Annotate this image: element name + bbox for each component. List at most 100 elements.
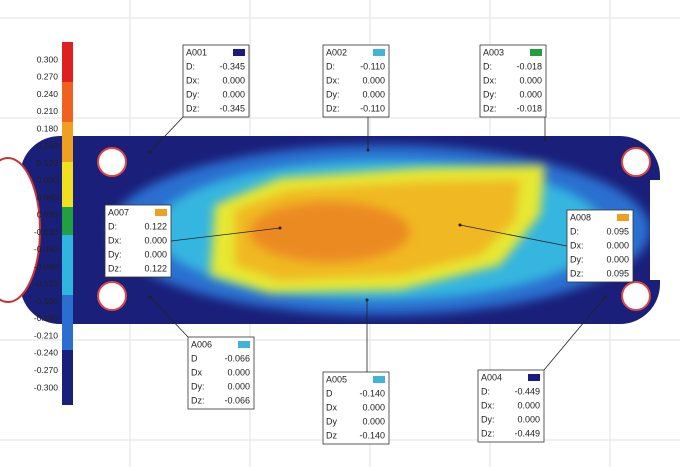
color-swatch xyxy=(155,209,167,216)
annotation-id: A005 xyxy=(326,374,347,384)
leader-line xyxy=(149,116,184,153)
row-value: 0.000 xyxy=(362,75,385,85)
probe-point xyxy=(458,223,462,227)
row-label: Dx: xyxy=(570,240,584,250)
annotation-id: A008 xyxy=(570,212,591,222)
scale-label: 0.060 xyxy=(37,192,59,202)
scale-label: 0.030 xyxy=(37,210,59,220)
row-value: -0.449 xyxy=(514,386,540,396)
leader-line xyxy=(170,227,281,242)
row-label: Dy: xyxy=(483,89,497,99)
row-label: Dy: xyxy=(186,89,200,99)
scale-label: 0.300 xyxy=(37,54,59,64)
box xyxy=(566,209,634,283)
row-label: D: xyxy=(186,61,195,71)
row-label: D xyxy=(326,388,333,398)
row-label: Dx: xyxy=(326,75,340,85)
row-label: Dz: xyxy=(326,103,340,113)
row-value: 0.095 xyxy=(606,226,629,236)
row-label: Dy: xyxy=(326,89,340,99)
row-label: Dx: xyxy=(481,400,495,410)
box xyxy=(322,44,390,118)
box xyxy=(104,204,172,278)
annotation-box: A005 D -0.140 Dx 0.000 Dy 0.000 Dz -0.140 xyxy=(322,371,390,445)
annotation-box: A007 D: 0.122 Dx: 0.000 Dy: 0.000 Dz: 0.122 xyxy=(104,204,172,278)
row-value: -0.345 xyxy=(219,61,245,71)
scale-label: -0.060 xyxy=(34,244,58,254)
annotation-id: A002 xyxy=(326,47,347,57)
scale-label: 0.150 xyxy=(37,141,59,151)
row-value: -0.140 xyxy=(359,430,385,440)
scale-label: -0.030 xyxy=(34,227,58,237)
row-value: -0.449 xyxy=(514,428,540,438)
row-value: 0.122 xyxy=(144,221,167,231)
row-value: 0.000 xyxy=(517,414,540,424)
row-value: 0.000 xyxy=(606,254,629,264)
row-value: 0.000 xyxy=(144,235,167,245)
row-value: 0.000 xyxy=(362,402,385,412)
color-swatch xyxy=(373,376,385,383)
row-value: -0.110 xyxy=(360,103,385,113)
annotation-box: A004 D: -0.449 Dx: 0.000 Dy: 0.000 Dz: -0.449 xyxy=(477,369,545,443)
scale-label: 0.270 xyxy=(37,72,59,82)
scale-label: -0.210 xyxy=(34,330,58,340)
row-value: -0.345 xyxy=(219,103,245,113)
annotation-id: A007 xyxy=(108,207,129,217)
row-label: Dz: xyxy=(191,395,205,405)
row-label: Dz: xyxy=(483,103,497,113)
row-value: -0.110 xyxy=(360,61,385,71)
row-label: Dz: xyxy=(570,268,584,278)
scale-label: -0.300 xyxy=(34,382,58,392)
deviation-map xyxy=(0,136,680,324)
row-label: Dx xyxy=(326,402,337,412)
row-label: Dz: xyxy=(108,263,122,273)
annotation-box: A006 D -0.066 Dx 0.000 Dy: 0.000 Dz: -0.066 xyxy=(187,336,255,410)
row-value: 0.000 xyxy=(517,400,540,410)
row-label: Dy: xyxy=(570,254,584,264)
row-label: Dz: xyxy=(186,103,200,113)
box xyxy=(322,371,390,445)
row-value: 0.000 xyxy=(606,240,629,250)
row-label: Dy xyxy=(326,416,337,426)
box xyxy=(477,369,545,443)
color-swatch xyxy=(528,374,540,381)
scale-label: -0.090 xyxy=(34,261,58,271)
row-label: D: xyxy=(483,61,492,71)
row-value: -0.018 xyxy=(516,61,542,71)
row-value: 0.000 xyxy=(144,249,167,259)
probe-point xyxy=(365,298,369,302)
row-label: D: xyxy=(326,61,335,71)
row-label: D: xyxy=(481,386,490,396)
scale-label: 0.240 xyxy=(37,89,59,99)
row-value: -0.140 xyxy=(359,388,385,398)
color-scale xyxy=(62,42,73,405)
annotation-box: A002 D: -0.110 Dx: 0.000 Dy: 0.000 Dz: -0.110 xyxy=(322,44,390,118)
row-value: 0.000 xyxy=(227,381,250,391)
color-swatch xyxy=(530,49,542,56)
row-value: 0.000 xyxy=(519,75,542,85)
row-value: -0.018 xyxy=(516,103,542,113)
row-label: Dx: xyxy=(483,75,497,85)
leader-line xyxy=(543,296,606,371)
row-value: -0.066 xyxy=(224,395,250,405)
scale-label: 0.210 xyxy=(37,106,59,116)
row-label: Dy: xyxy=(191,381,205,391)
annotation-id: A003 xyxy=(483,47,504,57)
row-label: Dx: xyxy=(186,75,200,85)
scale-label: 0.180 xyxy=(37,123,59,133)
row-label: Dy: xyxy=(481,414,495,424)
leader-lines xyxy=(148,116,607,372)
row-label: Dy: xyxy=(108,249,122,259)
row-value: -0.066 xyxy=(224,353,250,363)
probe-point xyxy=(543,138,547,142)
row-label: D xyxy=(191,353,198,363)
row-label: Dx: xyxy=(108,235,122,245)
scale-label: -0.120 xyxy=(34,279,58,289)
probe-point xyxy=(278,226,282,230)
leader-line xyxy=(149,296,189,338)
scale-labels: 0.300 0.270 0.240 0.210 0.180 0.150 0.120 0.090… xyxy=(34,54,58,392)
row-value: 0.095 xyxy=(606,268,629,278)
color-swatch xyxy=(238,341,250,348)
